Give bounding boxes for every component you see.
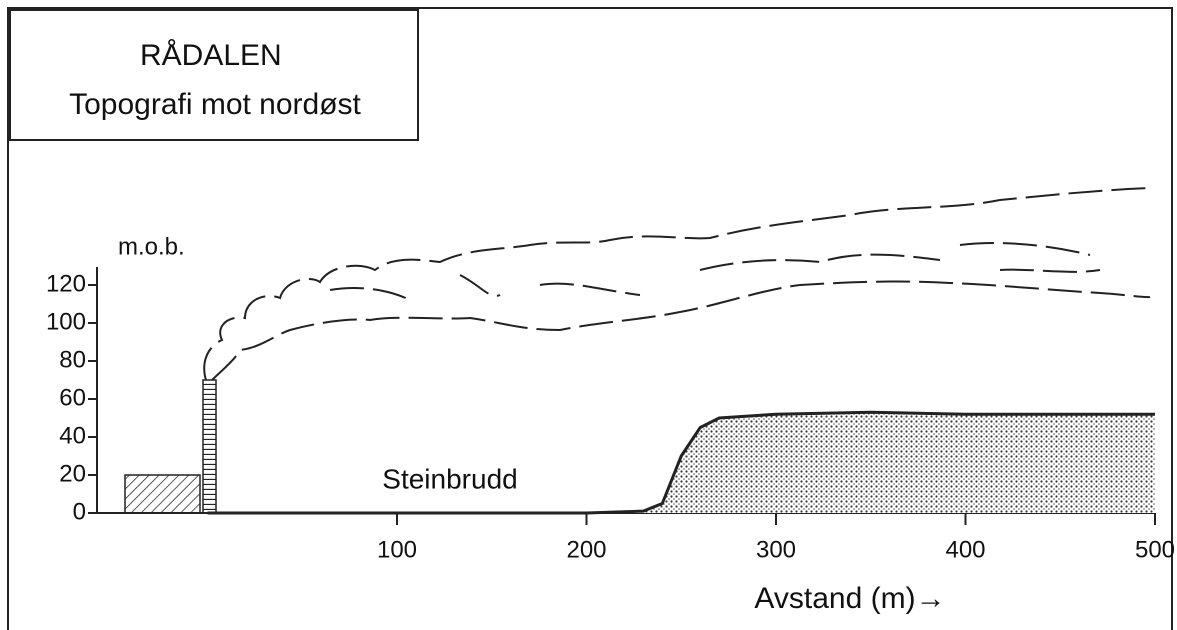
y-tick-label: 80 [59,346,86,373]
title: RÅDALEN [140,39,282,72]
x-tick-label: 100 [377,536,417,563]
y-tick-label: 40 [59,422,86,449]
subtitle: Topografi mot nordøst [69,88,361,121]
building [124,474,201,514]
x-tick-label: 400 [945,536,985,563]
y-tick-label: 20 [59,460,86,487]
annotation: Steinbrudd [382,463,517,494]
x-tick-label: 500 [1135,536,1175,563]
terrain-area [207,412,1155,513]
terrain-line [207,410,1155,515]
y-tick-label: 0 [73,498,86,525]
title-box [9,9,419,141]
x-tick-label: 200 [566,536,606,563]
y-tick-label: 120 [46,270,86,297]
x-tick-label: 300 [756,536,796,563]
frame [7,7,1173,630]
smoke-plume [203,187,1151,381]
y-axis-label: m.o.b. [118,233,185,260]
y-tick-label: 100 [46,308,86,335]
chimney [202,379,217,514]
y-tick-label: 60 [59,384,86,411]
x-axis-label: Avstand (m)→ [754,582,945,615]
